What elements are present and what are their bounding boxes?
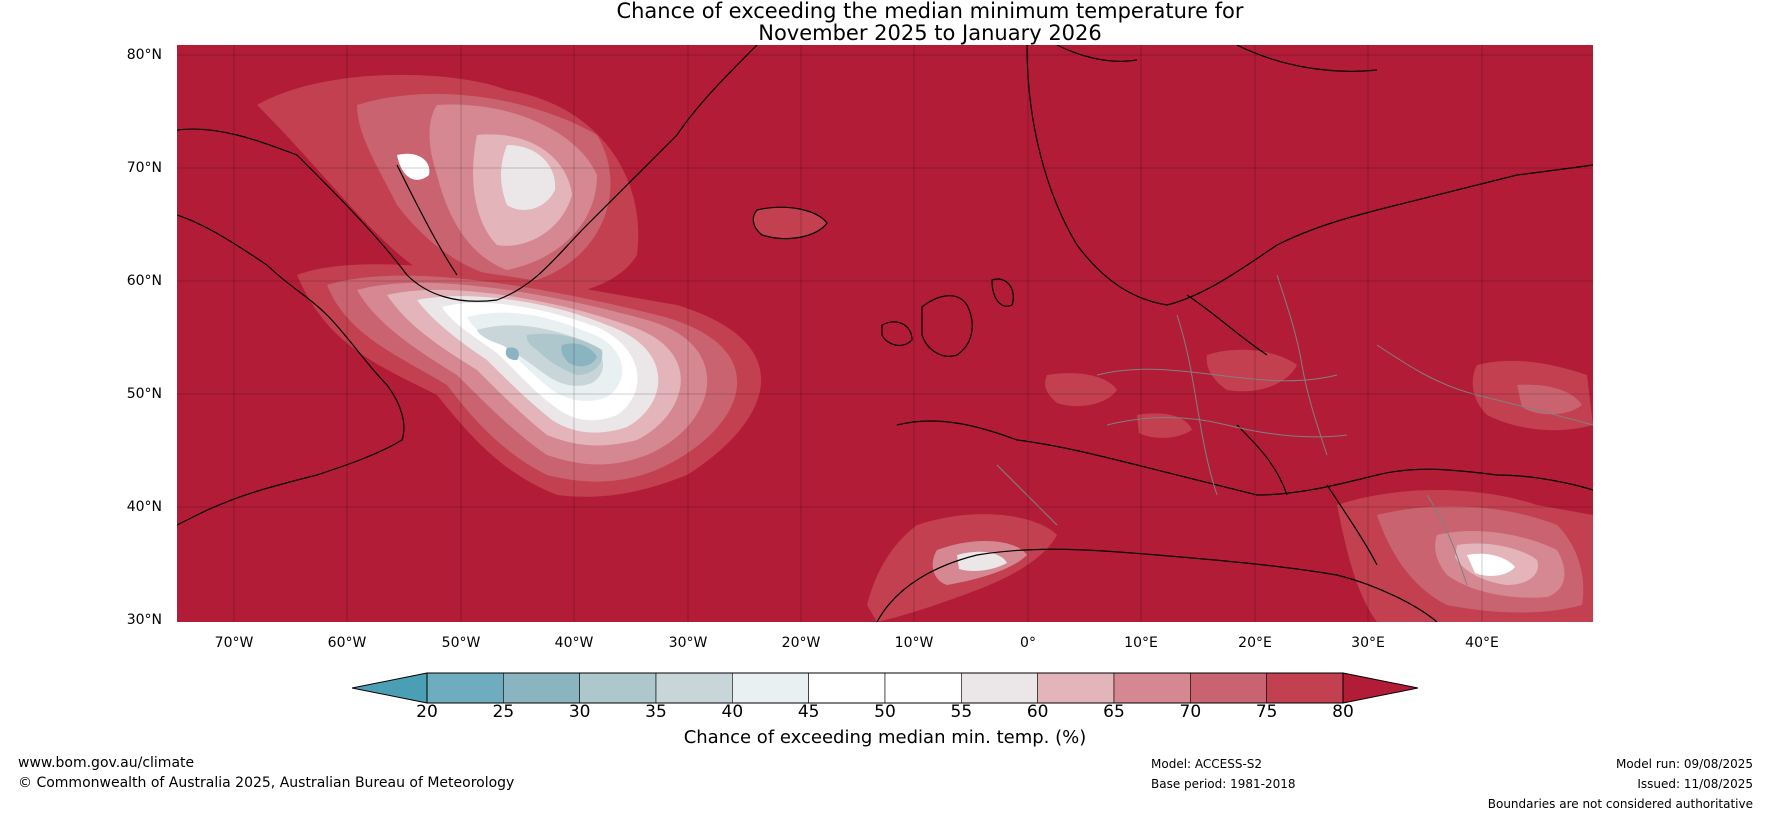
colorbar-segment bbox=[1190, 672, 1267, 704]
colorbar-segment bbox=[808, 672, 886, 704]
colorbar-segment bbox=[1037, 672, 1115, 704]
lon-label-40e: 40°E bbox=[1465, 635, 1499, 651]
colorbar-segment bbox=[426, 672, 504, 704]
lon-label-70w: 70°W bbox=[214, 635, 254, 651]
lon-label-40w: 40°W bbox=[554, 635, 594, 651]
atlantic-anomaly bbox=[297, 264, 762, 497]
coastlines bbox=[177, 45, 1593, 622]
colorbar-label: Chance of exceeding median min. temp. (%… bbox=[683, 727, 1087, 748]
copyright-text: © Commonwealth of Australia 2025, Austra… bbox=[18, 775, 515, 791]
chart-title-line1: Chance of exceeding the median minimum t… bbox=[616, 0, 1244, 23]
disclaimer-text: Boundaries are not considered authoritat… bbox=[1487, 797, 1753, 811]
colorbar-tick-label: 65 bbox=[1103, 702, 1125, 722]
colorbar bbox=[352, 672, 1418, 704]
lon-label-30w: 30°W bbox=[668, 635, 708, 651]
colorbar-tick-label: 45 bbox=[797, 702, 820, 722]
graticule bbox=[177, 45, 1593, 622]
lon-label-10e: 10°E bbox=[1124, 635, 1158, 651]
issued-text: Issued: 11/08/2025 bbox=[1637, 777, 1753, 791]
lon-label-0: 0° bbox=[1020, 635, 1036, 651]
colorbar-segment bbox=[503, 672, 580, 704]
colorbar-tick-label: 80 bbox=[1332, 702, 1354, 722]
model-text: Model: ACCESS-S2 bbox=[1151, 757, 1263, 771]
colorbar-tick-label: 60 bbox=[1026, 702, 1049, 722]
colorbar-tick-label: 30 bbox=[568, 702, 591, 722]
lon-label-30e: 30°E bbox=[1351, 635, 1385, 651]
colorbar-tick-label: 35 bbox=[645, 702, 667, 722]
colorbar-tick-label: 50 bbox=[874, 702, 896, 722]
map-canvas bbox=[177, 45, 1593, 622]
colorbar-frame bbox=[426, 672, 1344, 704]
lon-label-20e: 20°E bbox=[1238, 635, 1272, 651]
lat-label-80n: 80°N bbox=[126, 47, 162, 63]
base-period-text: Base period: 1981-2018 bbox=[1151, 777, 1296, 791]
country-borders bbox=[996, 274, 1593, 586]
lat-label-50n: 50°N bbox=[126, 386, 162, 402]
colorbar-extend-low bbox=[352, 672, 428, 704]
lon-label-10w: 10°W bbox=[894, 635, 934, 651]
iceland-anomaly bbox=[753, 207, 827, 239]
lon-label-50w: 50°W bbox=[441, 635, 481, 651]
colorbar-tick-label: 20 bbox=[416, 702, 438, 722]
lat-label-40n: 40°N bbox=[126, 499, 162, 515]
model-run-text: Model run: 09/08/2025 bbox=[1615, 757, 1753, 771]
probability-map bbox=[177, 45, 1593, 622]
chart-title-line2: November 2025 to January 2026 bbox=[758, 21, 1102, 45]
lat-label-30n: 30°N bbox=[126, 612, 162, 628]
colorbar-segment bbox=[884, 672, 962, 704]
colorbar-extend-high bbox=[1342, 672, 1418, 704]
colorbar-tick-label: 40 bbox=[721, 702, 744, 722]
colorbar-segment bbox=[961, 672, 1038, 704]
europe-anomaly bbox=[867, 349, 1593, 622]
colorbar-tick-label: 75 bbox=[1255, 702, 1278, 722]
greenland-anomaly bbox=[257, 74, 639, 298]
colorbar-segment bbox=[1266, 672, 1344, 704]
colorbar-tick-label: 55 bbox=[950, 702, 973, 722]
lat-label-70n: 70°N bbox=[126, 160, 162, 176]
colorbar-tick-label: 25 bbox=[492, 702, 515, 722]
website-link[interactable]: www.bom.gov.au/climate bbox=[18, 755, 195, 771]
colorbar-segment bbox=[1113, 672, 1191, 704]
lon-label-20w: 20°W bbox=[781, 635, 821, 651]
colorbar-segment bbox=[579, 672, 657, 704]
colorbar-segment bbox=[655, 672, 733, 704]
colorbar-tick-label: 70 bbox=[1179, 702, 1202, 722]
colorbar-segment bbox=[732, 672, 809, 704]
lon-label-60w: 60°W bbox=[327, 635, 367, 651]
lat-label-60n: 60°N bbox=[126, 273, 162, 289]
